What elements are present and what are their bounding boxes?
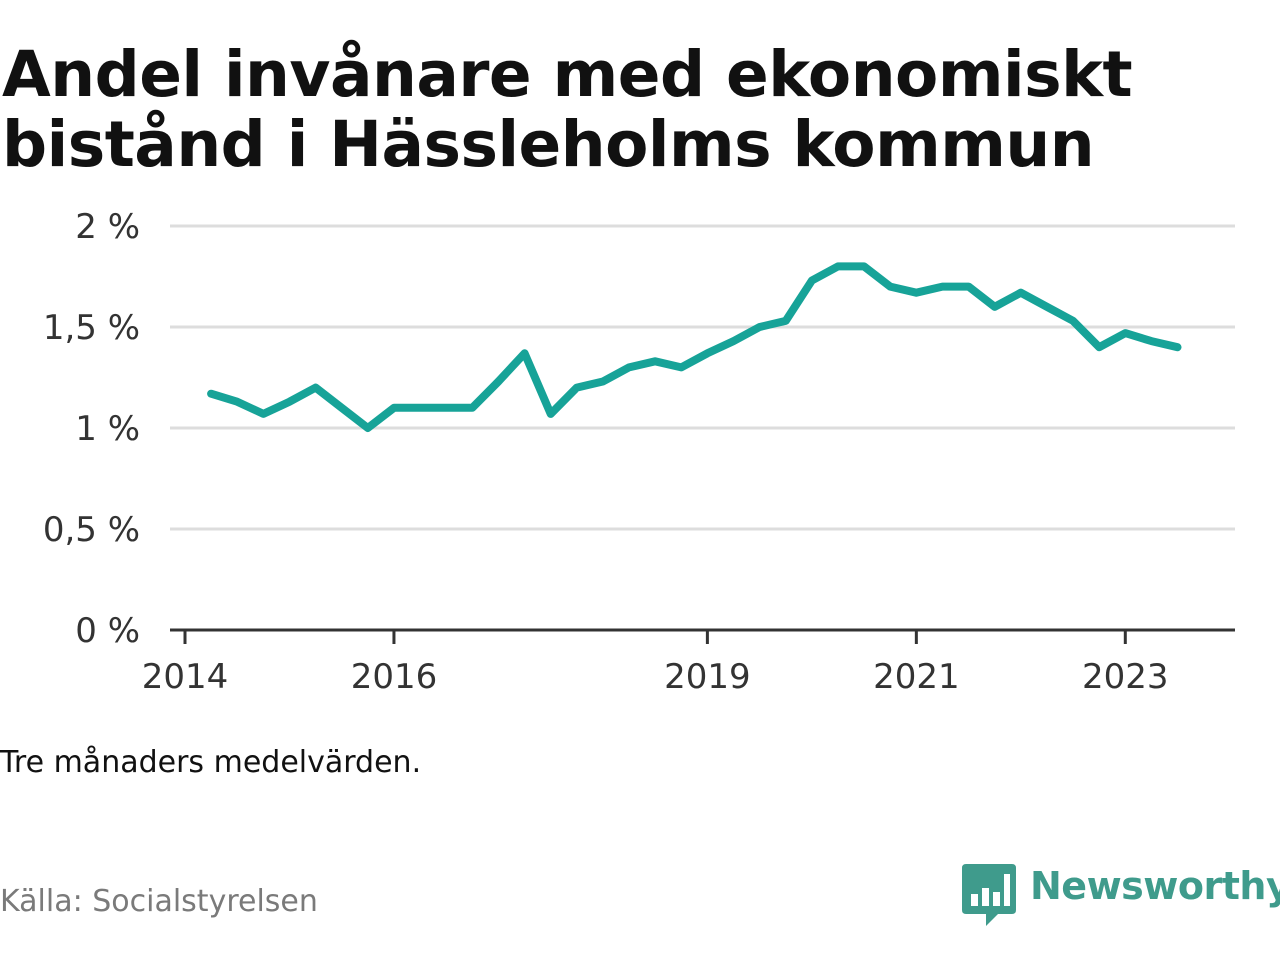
grid-lines	[170, 224, 1235, 531]
chart-title-line-1: Andel invånare med ekonomiskt	[2, 38, 1133, 111]
y-tick-label-4: 2 %	[75, 207, 140, 247]
line-chart: 0 % 0,5 % 1 % 1,5 % 2 % 2014 2016 2019 2021 2023	[43, 207, 1235, 697]
x-tick-label-1: 2016	[351, 657, 438, 697]
y-tick-label-0: 0 %	[75, 611, 140, 651]
brand-name: Newsworthy	[1030, 864, 1280, 908]
chart-note: Tre månaders medelvärden.	[0, 745, 422, 780]
chart-title: Andel invånare med ekonomiskt bistånd i …	[2, 40, 1262, 180]
x-tick-label-0: 2014	[142, 657, 229, 697]
newsworthy-logo-icon	[962, 864, 1016, 926]
y-tick-label-2: 1 %	[75, 409, 140, 449]
newsworthy-brand: Newsworthy	[962, 862, 1280, 930]
y-tick-label-1: 0,5 %	[43, 510, 140, 550]
series-layer	[207, 262, 1182, 432]
series-line-0	[207, 262, 1182, 432]
source-credit: Källa: Socialstyrelsen	[0, 884, 318, 919]
y-tick-label-3: 1,5 %	[43, 308, 140, 348]
x-axis	[170, 628, 1235, 644]
x-tick-label-2: 2019	[664, 657, 751, 697]
y-axis-tick-labels: 0 % 0,5 % 1 % 1,5 % 2 %	[43, 207, 140, 651]
x-tick-label-3: 2021	[873, 657, 960, 697]
x-tick-label-4: 2023	[1082, 657, 1169, 697]
chart-title-line-2: bistånd i Hässleholms kommun	[2, 108, 1095, 181]
x-axis-tick-labels: 2014 2016 2019 2021 2023	[142, 657, 1169, 697]
